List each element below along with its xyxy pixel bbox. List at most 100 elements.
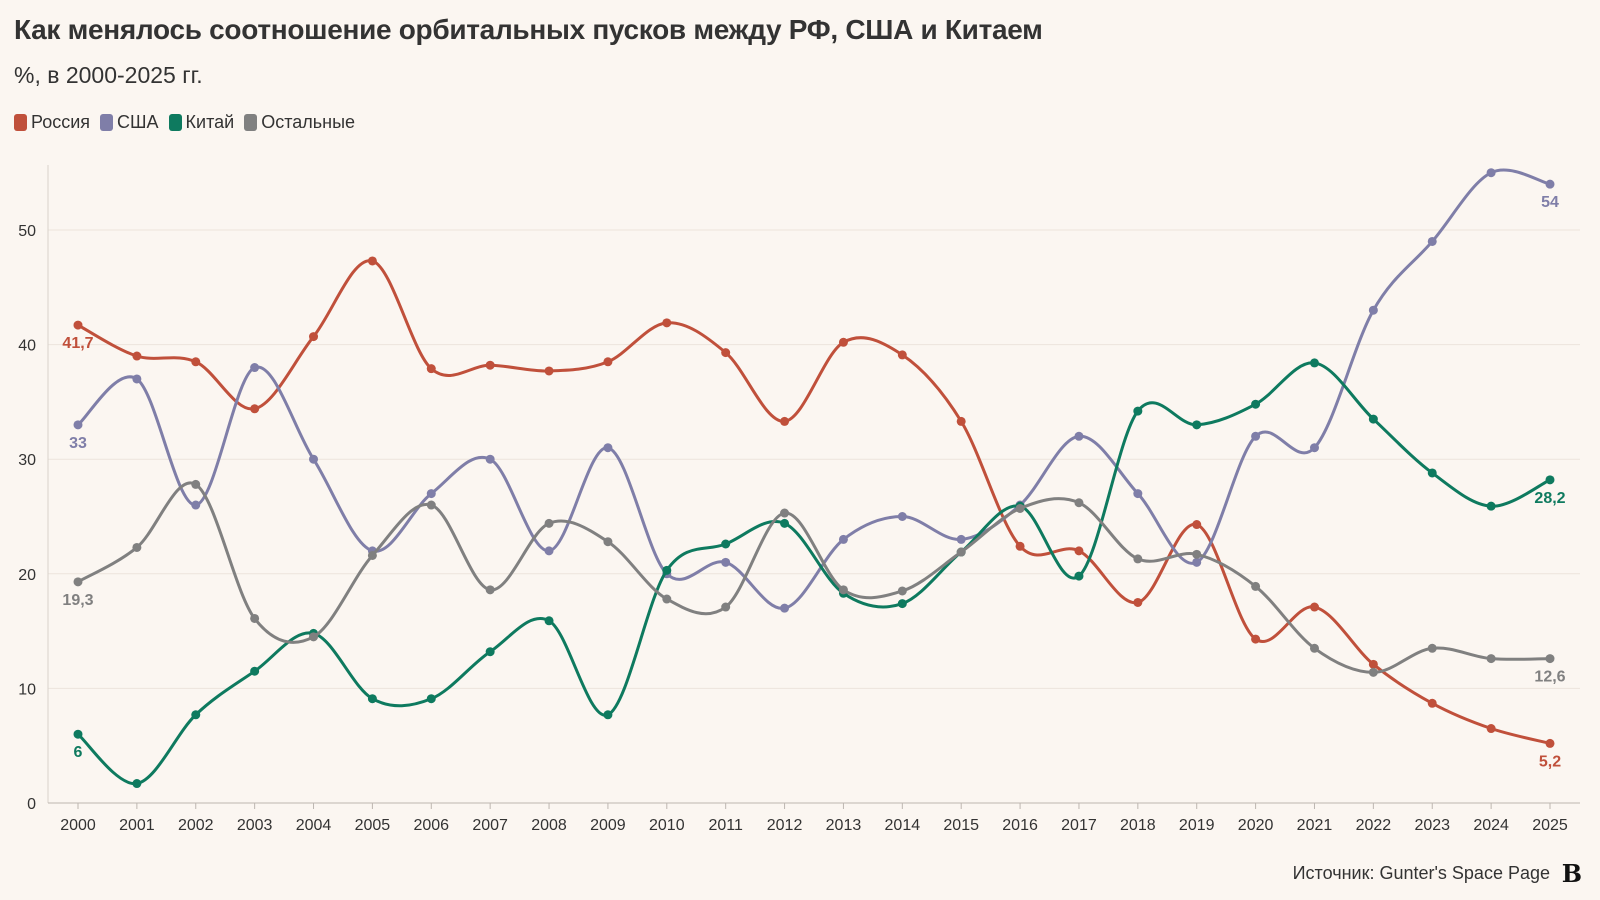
x-tick-label: 2008 — [531, 817, 567, 834]
data-point-china — [132, 779, 142, 789]
data-point-russia — [1015, 541, 1025, 551]
data-point-usa — [897, 512, 907, 521]
data-point-usa — [1192, 557, 1202, 567]
data-point-russia — [309, 332, 319, 342]
data-point-russia — [132, 351, 142, 361]
data-point-china — [367, 694, 377, 704]
chart-title: Как менялось соотношение орбитальных пус… — [14, 14, 1043, 45]
x-tick-label: 2013 — [826, 817, 862, 834]
data-point-others — [367, 550, 377, 560]
data-point-russia — [603, 357, 613, 367]
data-point-others — [838, 585, 848, 595]
data-point-others — [603, 537, 613, 547]
data-point-china — [1074, 571, 1084, 581]
start-label-usa: 33 — [69, 435, 87, 452]
data-point-russia — [73, 320, 83, 330]
data-point-others — [426, 500, 436, 510]
x-tick-label: 2023 — [1414, 817, 1450, 834]
data-point-usa — [1545, 179, 1555, 189]
data-point-usa — [1133, 489, 1143, 499]
data-point-others — [721, 602, 731, 612]
x-tick-label: 2005 — [355, 817, 391, 834]
x-tick-label: 2024 — [1473, 817, 1509, 834]
data-point-usa — [485, 454, 495, 464]
data-point-usa — [73, 420, 83, 430]
start-label-china: 6 — [74, 744, 83, 761]
end-label-usa: 54 — [1541, 194, 1559, 211]
series-others: 19,3 12,6 — [62, 479, 1566, 686]
data-point-russia — [426, 364, 436, 374]
end-label-russia: 5,2 — [1539, 753, 1561, 770]
data-point-china — [73, 729, 83, 739]
data-point-usa — [1486, 168, 1496, 178]
data-point-china — [426, 694, 436, 704]
start-label-russia: 41,7 — [62, 335, 93, 352]
x-tick-label: 2004 — [296, 817, 332, 834]
data-point-china — [780, 518, 790, 528]
legend-item-usa: США — [100, 112, 159, 133]
data-point-china — [544, 616, 554, 626]
y-tick-label: 0 — [27, 796, 36, 813]
x-tick-label: 2015 — [943, 817, 979, 834]
data-point-others — [1368, 667, 1378, 677]
end-label-china: 28,2 — [1534, 490, 1565, 507]
data-point-others — [485, 585, 495, 595]
legend-item-others: Остальные — [244, 112, 355, 133]
x-tick-label: 2019 — [1179, 817, 1215, 834]
data-point-others — [1015, 503, 1025, 513]
data-point-china — [1192, 420, 1202, 430]
data-point-usa — [1251, 431, 1261, 441]
data-point-russia — [1251, 634, 1261, 644]
x-tick-label: 2006 — [413, 817, 449, 834]
data-point-china — [603, 710, 613, 720]
data-point-china — [721, 539, 731, 549]
data-point-russia — [1133, 597, 1143, 607]
x-tick-label: 2003 — [237, 817, 273, 834]
data-point-russia — [1074, 546, 1084, 556]
y-tick-label: 50 — [18, 223, 36, 240]
data-point-china — [1545, 475, 1555, 485]
x-tick-label: 2016 — [1002, 817, 1038, 834]
data-point-china — [1251, 399, 1261, 409]
data-point-usa — [250, 363, 260, 373]
x-tick-label: 2001 — [119, 817, 155, 834]
legend-label-china: Китай — [185, 112, 235, 132]
legend-swatch-others — [244, 114, 258, 131]
data-point-others — [132, 542, 142, 552]
x-tick-label: 2014 — [885, 817, 921, 834]
data-point-russia — [1545, 738, 1555, 748]
data-point-russia — [1309, 602, 1319, 612]
data-point-others — [1251, 581, 1261, 591]
legend-swatch-russia — [14, 114, 27, 131]
series-china: 628,2 — [73, 358, 1566, 789]
legend-label-others: Остальные — [261, 112, 356, 132]
publisher-logo: B — [1561, 859, 1582, 888]
data-point-russia — [780, 416, 790, 426]
x-tick-label: 2011 — [708, 817, 743, 834]
data-point-others — [1192, 549, 1202, 559]
x-tick-label: 2012 — [767, 817, 803, 834]
legend-item-russia: Россия — [14, 112, 90, 133]
data-point-others — [544, 518, 554, 528]
x-tick-label: 2021 — [1297, 817, 1333, 834]
data-point-russia — [250, 404, 260, 414]
y-tick-label: 10 — [18, 681, 36, 698]
y-tick-label: 20 — [18, 567, 36, 584]
data-point-china — [485, 647, 495, 657]
data-point-usa — [721, 557, 731, 567]
data-point-others — [1074, 498, 1084, 508]
data-point-china — [1368, 414, 1378, 424]
data-point-others — [1133, 554, 1143, 564]
data-point-usa — [1309, 443, 1319, 453]
data-point-usa — [544, 546, 554, 556]
data-point-usa — [956, 534, 966, 544]
data-point-russia — [897, 350, 907, 360]
data-point-usa — [603, 443, 613, 453]
legend-label-usa: США — [117, 112, 159, 132]
end-label-others: 12,6 — [1534, 669, 1565, 686]
data-point-others — [73, 577, 83, 587]
x-tick-label: 2022 — [1356, 817, 1392, 834]
data-point-china — [250, 666, 260, 676]
legend-item-china: Китай — [168, 112, 235, 133]
